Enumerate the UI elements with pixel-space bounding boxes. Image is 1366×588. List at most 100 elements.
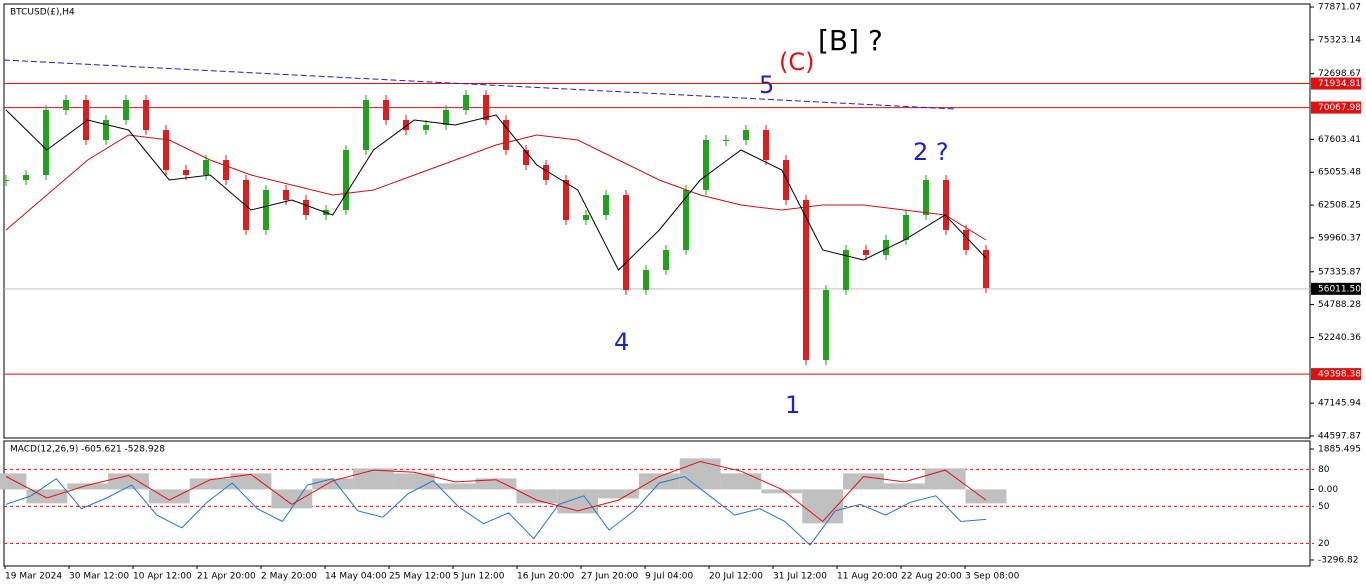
y-tick-label: 54788.28: [1318, 300, 1361, 310]
candle: [83, 99, 89, 140]
candle: [283, 189, 289, 201]
candle: [683, 189, 689, 251]
macd-tick-label: 0.00: [1318, 485, 1338, 495]
macd-bar: [516, 489, 558, 504]
candle: [523, 150, 529, 165]
level-label: 70067.98: [1318, 103, 1361, 113]
macd-bar: [353, 468, 394, 490]
candle: [63, 99, 69, 110]
candle: [423, 125, 429, 131]
candle: [963, 230, 969, 251]
candle: [923, 180, 929, 215]
candle: [943, 180, 949, 231]
x-tick-label: 31 Jul 12:00: [773, 572, 827, 582]
x-tick-label: 3 Sep 08:00: [965, 572, 1020, 582]
x-tick-label: 27 Jun 20:00: [581, 572, 638, 582]
level-tag: [1311, 101, 1361, 114]
candle: [503, 119, 509, 151]
candle: [383, 99, 389, 120]
candle: [643, 269, 649, 290]
x-tick-label: 10 Apr 12:00: [133, 572, 192, 582]
candle: [563, 180, 569, 220]
macd-tick-label: -3296.82: [1318, 556, 1358, 566]
candle: [443, 109, 449, 126]
chart-title: BTCUSD(£),H4: [10, 8, 75, 18]
level-label: 49398.38: [1318, 370, 1361, 380]
y-tick-label: 75323.14: [1318, 35, 1361, 45]
macd-bar: [0, 473, 27, 490]
candle: [663, 250, 669, 270]
x-tick-label: 25 May 12:00: [389, 572, 451, 582]
last-price-label: 56011.50: [1318, 284, 1361, 294]
candle: [863, 250, 869, 256]
y-tick-label: 57335.87: [1318, 267, 1361, 277]
macd-signal: [5, 460, 987, 523]
ma-fast: [5, 109, 987, 271]
x-tick-label: 5 Jun 12:00: [453, 572, 505, 582]
macd-bar: [230, 473, 272, 490]
y-tick-label: 47145.94: [1318, 399, 1361, 409]
candle: [183, 169, 189, 176]
candle: [463, 94, 469, 110]
macd-title: MACD(12,26,9) -605.621 -528.928: [10, 445, 165, 455]
macd-tick-label: 20: [1318, 539, 1330, 549]
x-tick-label: 20 Jul 12:00: [709, 572, 763, 582]
x-tick-label: 14 May 04:00: [325, 572, 387, 582]
y-tick-label: 59960.37: [1318, 233, 1361, 243]
x-tick-label: 9 Jul 04:00: [645, 572, 694, 582]
candle: [843, 250, 849, 290]
macd-bar: [598, 489, 639, 499]
candle: [903, 214, 909, 240]
annotation: (C): [779, 48, 814, 76]
last-price-tag: [1311, 282, 1361, 295]
annotation: 1: [785, 391, 800, 419]
y-tick-label: 72698.67: [1318, 69, 1361, 79]
candle: [243, 180, 249, 231]
x-tick-label: 16 Jun 20:00: [517, 572, 574, 582]
macd-tick-label: 50: [1318, 502, 1330, 512]
y-tick-label: 52240.36: [1318, 333, 1361, 343]
y-tick-label: 77871.07: [1318, 3, 1361, 13]
x-tick-label: 11 Aug 20:00: [837, 572, 898, 582]
trendline: [3, 59, 956, 110]
macd-bar: [271, 489, 313, 509]
macd-bar: [67, 483, 109, 490]
candle: [103, 119, 109, 140]
candle: [783, 159, 789, 201]
candle: [203, 159, 209, 176]
macd-bar: [557, 489, 599, 514]
x-tick-label: 19 Mar 2024: [5, 572, 62, 582]
x-tick-label: 2 May 20:00: [261, 572, 317, 582]
candle: [123, 99, 129, 120]
macd-bar: [679, 458, 721, 490]
candle: [543, 164, 549, 181]
y-tick-label: 44597.87: [1318, 432, 1361, 442]
macd-bar: [720, 473, 762, 490]
annotation: [B] ?: [818, 24, 883, 57]
macd-tick-label: 1885.495: [1318, 445, 1361, 455]
ma-slow: [5, 134, 987, 241]
candle: [343, 150, 349, 210]
level-label: 71934.81: [1318, 79, 1361, 89]
candle: [983, 250, 989, 288]
candle: [403, 119, 409, 131]
candle: [803, 200, 809, 360]
candle: [23, 175, 29, 181]
macd-bar: [148, 489, 190, 504]
x-tick-label: 21 Apr 20:00: [197, 572, 256, 582]
candle: [143, 99, 149, 131]
candle: [303, 200, 309, 215]
candle: [603, 194, 609, 215]
candle: [223, 159, 229, 181]
y-tick-label: 65055.48: [1318, 168, 1361, 178]
candle: [483, 94, 489, 120]
candle: [583, 214, 589, 220]
annotation: 5: [759, 71, 774, 99]
macd-bar: [108, 473, 149, 490]
y-tick-label: 62508.25: [1318, 201, 1361, 211]
macd-bar: [843, 473, 884, 490]
macd-bar: [189, 478, 231, 490]
candle: [883, 239, 889, 256]
